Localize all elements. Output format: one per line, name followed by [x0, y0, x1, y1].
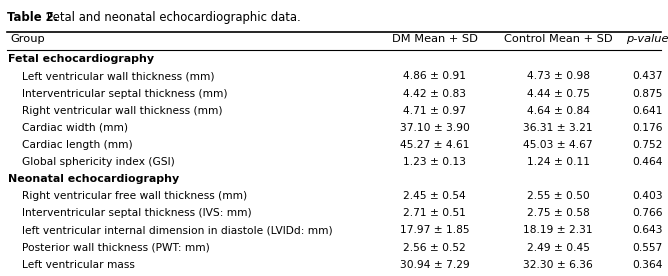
Text: 18.19 ± 2.31: 18.19 ± 2.31 [523, 225, 593, 235]
Text: 0.643: 0.643 [632, 225, 663, 235]
Text: Control Mean + SD: Control Mean + SD [504, 34, 613, 44]
Text: DM Mean + SD: DM Mean + SD [391, 34, 478, 44]
Text: 0.557: 0.557 [632, 243, 663, 253]
Text: 0.766: 0.766 [632, 208, 663, 218]
Text: 0.752: 0.752 [632, 140, 663, 150]
Text: 2.49 ± 0.45: 2.49 ± 0.45 [526, 243, 590, 253]
Text: 2.75 ± 0.58: 2.75 ± 0.58 [527, 208, 589, 218]
Text: 17.97 ± 1.85: 17.97 ± 1.85 [399, 225, 470, 235]
Text: left ventricular internal dimension in diastole (LVIDd: mm): left ventricular internal dimension in d… [22, 225, 333, 235]
Text: 0.464: 0.464 [632, 157, 663, 167]
Text: 45.27 ± 4.61: 45.27 ± 4.61 [399, 140, 470, 150]
Text: 0.875: 0.875 [632, 89, 663, 99]
Text: 1.24 ± 0.11: 1.24 ± 0.11 [526, 157, 590, 167]
Text: Group: Group [10, 34, 45, 44]
Text: Global sphericity index (GSI): Global sphericity index (GSI) [22, 157, 175, 167]
Text: Table 2.: Table 2. [7, 11, 57, 24]
Text: Neonatal echocardiography: Neonatal echocardiography [8, 174, 179, 184]
Text: Interventricular septal thickness (IVS: mm): Interventricular septal thickness (IVS: … [22, 208, 252, 218]
Text: 4.42 ± 0.83: 4.42 ± 0.83 [403, 89, 466, 99]
Text: Fetal and neonatal echocardiographic data.: Fetal and neonatal echocardiographic dat… [43, 11, 301, 24]
Text: Posterior wall thickness (PWT: mm): Posterior wall thickness (PWT: mm) [22, 243, 210, 253]
Text: 37.10 ± 3.90: 37.10 ± 3.90 [399, 123, 470, 133]
Text: Interventricular septal thickness (mm): Interventricular septal thickness (mm) [22, 89, 228, 99]
Text: 0.641: 0.641 [632, 106, 663, 116]
Text: 4.71 ± 0.97: 4.71 ± 0.97 [403, 106, 466, 116]
Text: Left ventricular mass: Left ventricular mass [22, 260, 135, 270]
Text: 30.94 ± 7.29: 30.94 ± 7.29 [399, 260, 470, 270]
Text: 0.403: 0.403 [632, 191, 663, 201]
Text: 2.45 ± 0.54: 2.45 ± 0.54 [403, 191, 466, 201]
Text: 36.31 ± 3.21: 36.31 ± 3.21 [523, 123, 593, 133]
Text: 0.176: 0.176 [632, 123, 663, 133]
Text: 32.30 ± 6.36: 32.30 ± 6.36 [523, 260, 593, 270]
Text: Left ventricular wall thickness (mm): Left ventricular wall thickness (mm) [22, 71, 214, 81]
Text: 4.86 ± 0.91: 4.86 ± 0.91 [403, 71, 466, 81]
Text: Right ventricular free wall thickness (mm): Right ventricular free wall thickness (m… [22, 191, 247, 201]
Text: 4.44 ± 0.75: 4.44 ± 0.75 [526, 89, 590, 99]
Text: 1.23 ± 0.13: 1.23 ± 0.13 [403, 157, 466, 167]
Text: Cardiac length (mm): Cardiac length (mm) [22, 140, 133, 150]
Text: 45.03 ± 4.67: 45.03 ± 4.67 [523, 140, 593, 150]
Text: Fetal echocardiography: Fetal echocardiography [8, 54, 154, 64]
Text: 4.73 ± 0.98: 4.73 ± 0.98 [526, 71, 590, 81]
Text: Right ventricular wall thickness (mm): Right ventricular wall thickness (mm) [22, 106, 222, 116]
Text: 2.71 ± 0.51: 2.71 ± 0.51 [403, 208, 466, 218]
Text: 0.437: 0.437 [632, 71, 663, 81]
Text: p-value: p-value [626, 34, 668, 44]
Text: 4.64 ± 0.84: 4.64 ± 0.84 [526, 106, 590, 116]
Text: Cardiac width (mm): Cardiac width (mm) [22, 123, 128, 133]
Text: 0.364: 0.364 [632, 260, 663, 270]
Text: 2.55 ± 0.50: 2.55 ± 0.50 [527, 191, 589, 201]
Text: 2.56 ± 0.52: 2.56 ± 0.52 [403, 243, 466, 253]
